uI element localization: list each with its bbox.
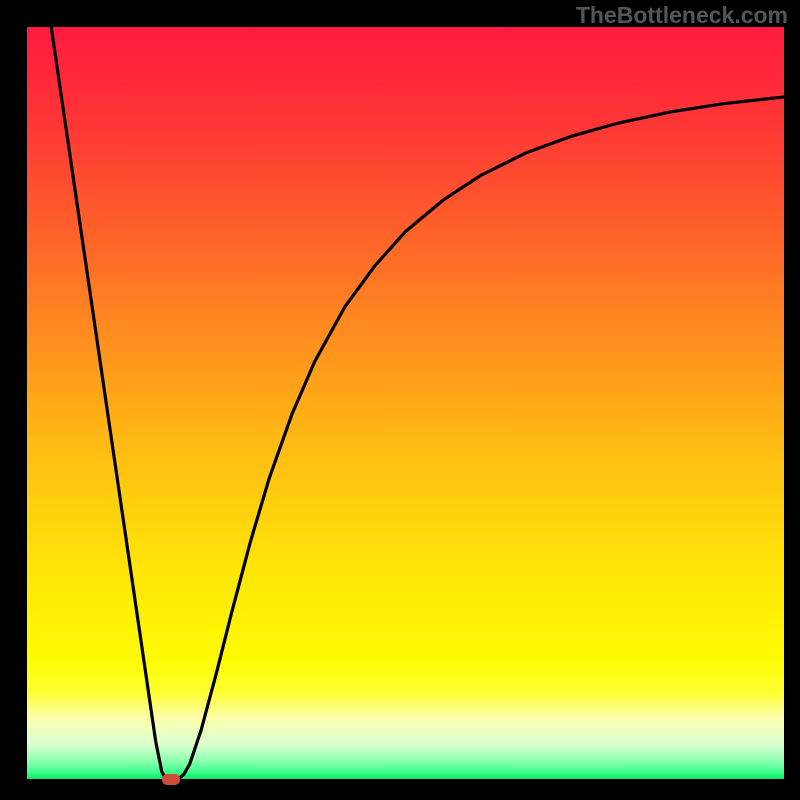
chart-container: TheBottleneck.com [0,0,800,800]
curve-layer [27,27,784,779]
plot-area [27,27,784,779]
optimal-marker [162,774,180,785]
bottleneck-curve [51,27,784,779]
watermark-text: TheBottleneck.com [576,2,788,29]
